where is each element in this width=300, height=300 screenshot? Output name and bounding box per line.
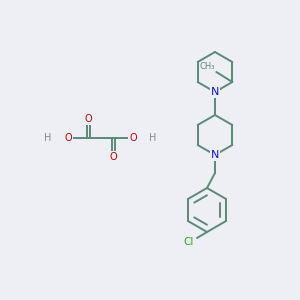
Text: N: N [211, 87, 219, 97]
Text: H: H [149, 133, 157, 143]
Text: H: H [44, 133, 52, 143]
Text: CH₃: CH₃ [200, 62, 215, 71]
Text: O: O [129, 133, 137, 143]
Text: Cl: Cl [184, 237, 194, 247]
Text: O: O [109, 152, 117, 162]
Text: N: N [211, 150, 219, 160]
Text: O: O [84, 114, 92, 124]
Text: O: O [64, 133, 72, 143]
